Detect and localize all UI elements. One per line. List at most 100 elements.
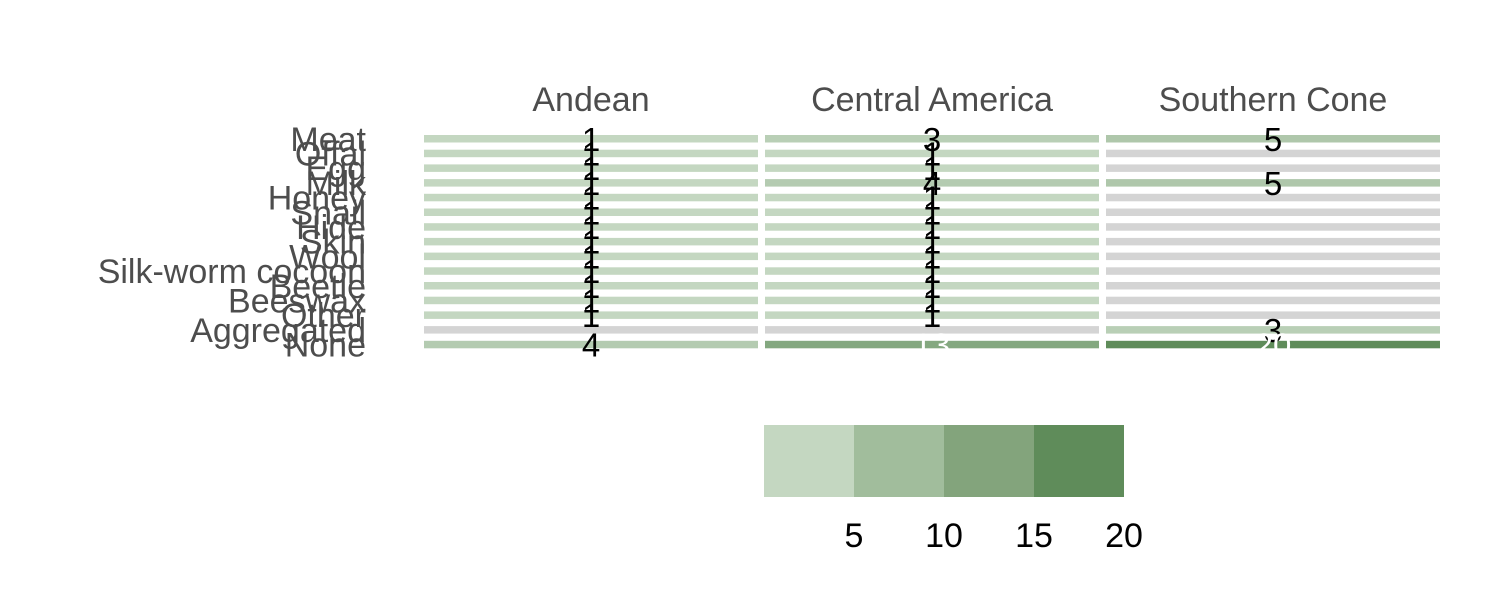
cell-snail-central-america bbox=[765, 208, 1099, 216]
cell-hide-southern-cone bbox=[1106, 223, 1440, 231]
cell-label-meat-southern-cone: 5 bbox=[1264, 121, 1282, 158]
row-label-beetle: Beetle bbox=[270, 268, 366, 306]
cell-label-egg-central-america: 1 bbox=[923, 150, 941, 187]
cell-beeswax-central-america bbox=[765, 296, 1099, 305]
panel-labels: Andean Central America Southern Cone bbox=[532, 81, 1387, 119]
cell-beetle-southern-cone bbox=[1106, 282, 1440, 290]
row-label-beeswax: Beeswax bbox=[228, 282, 366, 320]
cell-beeswax-southern-cone bbox=[1106, 296, 1440, 305]
cell-label-honey-andean: 1 bbox=[582, 180, 600, 217]
cell-label-silk-worm-cocoon-andean: 1 bbox=[582, 253, 600, 290]
cell-label-none-southern-cone: 20 bbox=[1255, 327, 1292, 364]
cell-label-milk-southern-cone: 5 bbox=[1264, 165, 1282, 202]
cell-label-beeswax-andean: 1 bbox=[582, 282, 600, 319]
panel-label-central-america: Central America bbox=[811, 81, 1053, 119]
row-label-hide: Hide bbox=[296, 209, 366, 247]
heatmap-cells bbox=[424, 135, 1440, 349]
panel-label-southern-cone: Southern Cone bbox=[1159, 81, 1388, 119]
cell-label-beeswax-central-america: 1 bbox=[923, 282, 941, 319]
row-label-wool: Wool bbox=[289, 238, 366, 276]
cell-label-other-central-america: 1 bbox=[923, 297, 941, 334]
cell-label-snail-andean: 1 bbox=[582, 194, 600, 231]
cell-label-hide-andean: 1 bbox=[582, 209, 600, 246]
cell-label-hide-central-america: 1 bbox=[923, 209, 941, 246]
cell-wool-southern-cone bbox=[1106, 252, 1440, 261]
legend-tick-15: 15 bbox=[1015, 517, 1053, 555]
cell-label-none-central-america: 13 bbox=[914, 327, 951, 364]
row-label-milk: Milk bbox=[306, 165, 367, 203]
row-label-offal: Offal bbox=[295, 135, 366, 173]
legend-tick-5: 5 bbox=[845, 517, 864, 555]
cell-egg-southern-cone bbox=[1106, 164, 1440, 172]
cell-snail-andean bbox=[424, 208, 758, 216]
cell-hide-andean bbox=[424, 223, 758, 231]
cell-offal-southern-cone bbox=[1106, 149, 1440, 158]
cell-label-meat-andean: 1 bbox=[582, 121, 600, 158]
cell-honey-andean bbox=[424, 193, 758, 202]
cell-label-skin-andean: 1 bbox=[582, 224, 600, 261]
legend-bin-3 bbox=[944, 425, 1034, 497]
cell-none-andean bbox=[424, 340, 758, 349]
cell-label-silk-worm-cocoon-central-america: 1 bbox=[923, 253, 941, 290]
cell-label-offal-central-america: 1 bbox=[923, 135, 941, 172]
cell-beetle-central-america bbox=[765, 282, 1099, 290]
cell-label-honey-central-america: 1 bbox=[923, 180, 941, 217]
row-label-snail: Snail bbox=[290, 194, 366, 232]
legend-tick-10: 10 bbox=[925, 517, 963, 555]
cell-aggregated-southern-cone bbox=[1106, 326, 1440, 334]
cell-egg-andean bbox=[424, 164, 758, 172]
cell-honey-southern-cone bbox=[1106, 193, 1440, 202]
cell-wool-andean bbox=[424, 252, 758, 261]
cell-silk-worm-cocoon-andean bbox=[424, 267, 758, 275]
color-legend: 5 10 15 20 bbox=[764, 425, 1143, 555]
cell-beetle-andean bbox=[424, 282, 758, 290]
cell-label-offal-andean: 1 bbox=[582, 135, 600, 172]
legend-tick-20: 20 bbox=[1105, 517, 1143, 555]
cell-milk-central-america bbox=[765, 179, 1099, 187]
cell-label-wool-andean: 1 bbox=[582, 238, 600, 275]
cell-label-snail-central-america: 1 bbox=[923, 194, 941, 231]
cell-other-andean bbox=[424, 311, 758, 319]
cell-label-wool-central-america: 1 bbox=[923, 238, 941, 275]
row-labels: MeatOffalEggMilkHoneySnailHideSkinWoolSi… bbox=[98, 121, 367, 365]
row-label-other: Other bbox=[281, 297, 366, 335]
legend-bin-1 bbox=[764, 425, 854, 497]
cell-other-southern-cone bbox=[1106, 311, 1440, 319]
cell-skin-central-america bbox=[765, 237, 1099, 246]
row-label-skin: Skin bbox=[300, 224, 366, 262]
cell-offal-central-america bbox=[765, 149, 1099, 158]
row-label-meat: Meat bbox=[290, 121, 366, 159]
legend-bin-4 bbox=[1034, 425, 1124, 497]
cell-label-skin-central-america: 1 bbox=[923, 224, 941, 261]
cell-aggregated-andean bbox=[424, 326, 758, 334]
cell-label-meat-central-america: 3 bbox=[923, 121, 941, 158]
cell-label-beetle-central-america: 1 bbox=[923, 268, 941, 305]
cell-hide-central-america bbox=[765, 223, 1099, 231]
cell-skin-andean bbox=[424, 237, 758, 246]
cell-honey-central-america bbox=[765, 193, 1099, 202]
panel-label-andean: Andean bbox=[532, 81, 649, 119]
cell-label-none-andean: 4 bbox=[582, 327, 600, 364]
cell-egg-central-america bbox=[765, 164, 1099, 172]
cell-wool-central-america bbox=[765, 252, 1099, 261]
row-label-aggregated: Aggregated bbox=[190, 312, 366, 350]
cell-offal-andean bbox=[424, 149, 758, 158]
cell-label-beetle-andean: 1 bbox=[582, 268, 600, 305]
cell-label-other-andean: 1 bbox=[582, 297, 600, 334]
cell-beeswax-andean bbox=[424, 296, 758, 305]
cell-value-labels: 1 3 51 11 11 4 51 11 11 11 11 11 11 11 11 1 34 13 20 bbox=[582, 121, 1292, 364]
row-label-silk-worm-cocoon: Silk-worm cocoon bbox=[98, 253, 366, 291]
cell-aggregated-central-america bbox=[765, 326, 1099, 334]
row-label-none: None bbox=[285, 327, 366, 365]
cell-meat-central-america bbox=[765, 135, 1099, 143]
cell-none-southern-cone bbox=[1106, 340, 1440, 349]
legend-bin-2 bbox=[854, 425, 944, 497]
cell-meat-andean bbox=[424, 135, 758, 143]
cell-label-aggregated-southern-cone: 3 bbox=[1264, 312, 1282, 349]
row-label-egg: Egg bbox=[306, 150, 367, 188]
row-label-honey: Honey bbox=[268, 180, 366, 218]
cell-silk-worm-cocoon-southern-cone bbox=[1106, 267, 1440, 275]
cell-silk-worm-cocoon-central-america bbox=[765, 267, 1099, 275]
